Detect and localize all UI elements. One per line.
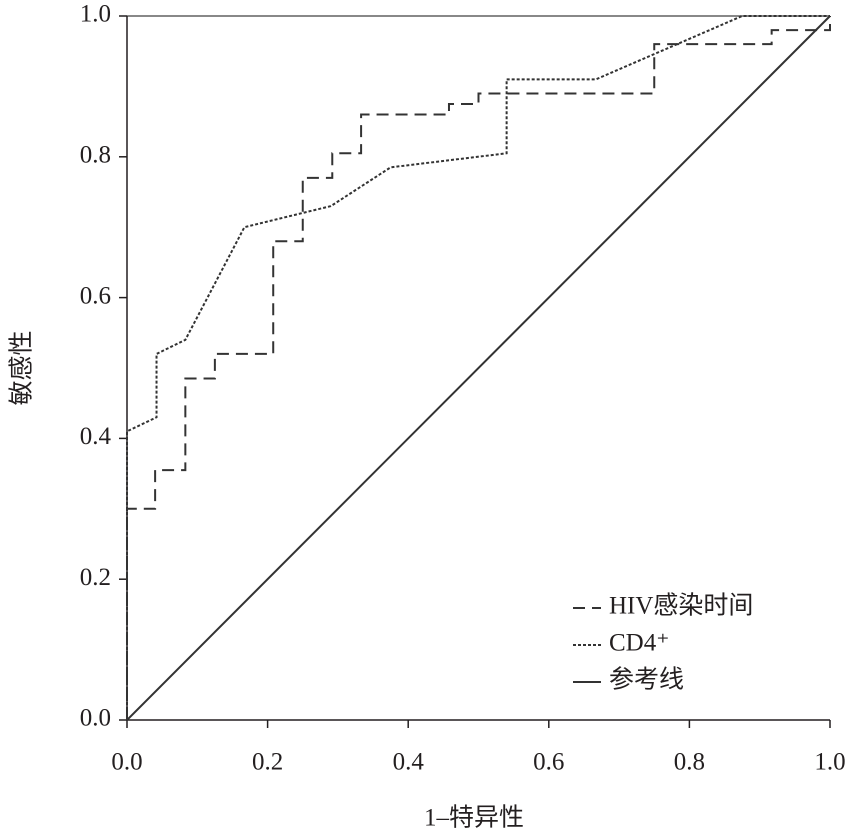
y-tick-label: 0.4 [80, 423, 112, 450]
series-line [126, 15, 831, 721]
y-tick-label: 0.6 [80, 282, 111, 309]
x-tick-label: 0.6 [533, 749, 564, 776]
x-tick-label: 0.4 [393, 749, 425, 776]
y-axis-label: 敏感性 [8, 330, 36, 405]
x-axis-label: 1–特异性 [424, 804, 524, 832]
y-tick-label: 1.0 [80, 1, 111, 28]
x-tick-label: 0.2 [252, 749, 283, 776]
y-tick-label: 0.2 [80, 564, 111, 591]
y-tick-label: 0.0 [80, 705, 111, 732]
x-tick-label: 0.8 [674, 749, 705, 776]
x-tick-label: 0.0 [111, 749, 142, 776]
legend-label: 参考线 [609, 666, 684, 694]
series-line [126, 16, 831, 720]
legend-label: HIV感染时间 [609, 592, 753, 620]
x-tick-label: 1.0 [814, 749, 845, 776]
legend-label: CD4⁺ [609, 630, 669, 657]
y-tick-label: 0.8 [80, 142, 111, 169]
series-line [126, 15, 830, 720]
